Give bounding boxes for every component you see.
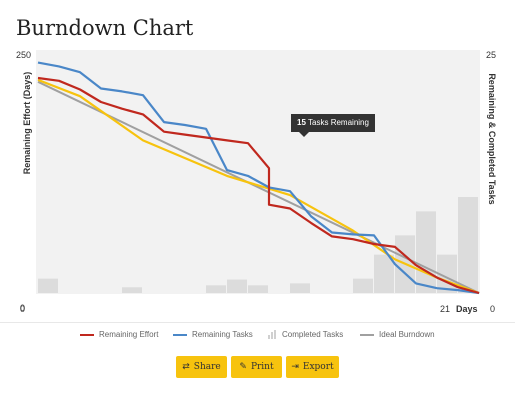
series-line-remaining-effort[interactable] <box>37 76 480 295</box>
export-label: Export <box>302 362 334 372</box>
tooltip: 15 Tasks Remaining <box>291 114 375 137</box>
legend: Remaining Effort Remaining Tasks Complet… <box>0 330 515 344</box>
swap-arrows-icon: ⇄ <box>182 362 190 372</box>
y-right-tick-top: 25 <box>486 50 497 60</box>
legend-completed-tasks[interactable]: Completed Tasks <box>268 330 343 339</box>
x-tick-end: 21 <box>440 304 451 314</box>
series-line-daily-effort[interactable] <box>37 78 480 295</box>
tooltip-value: 15 <box>297 118 306 127</box>
completed-tasks-bar-1 <box>122 287 142 293</box>
x-tick-start: 0 <box>20 303 25 313</box>
share-button[interactable]: ⇄ Share <box>176 356 227 378</box>
completed-tasks-bar-4 <box>248 285 268 293</box>
legend-label: Completed Tasks <box>282 330 344 339</box>
print-button[interactable]: ✎ Print <box>231 356 282 378</box>
completed-tasks-bar-3 <box>227 279 247 293</box>
completed-tasks-bar-11 <box>458 197 478 293</box>
legend-line-swatch-icon <box>173 333 187 336</box>
legend-label: Remaining Tasks <box>192 330 253 339</box>
legend-line-swatch-icon <box>360 333 374 336</box>
completed-tasks-bar-5 <box>290 283 310 293</box>
legend-label: Remaining Effort <box>99 330 159 339</box>
legend-line-swatch-icon <box>80 333 94 336</box>
legend-remaining-tasks[interactable]: Remaining Tasks <box>173 330 253 339</box>
export-button[interactable]: ⇥ Export <box>286 356 339 378</box>
x-axis-title: Days <box>456 304 478 314</box>
chart-lines: 0 <box>20 61 480 313</box>
legend-remaining-effort[interactable]: Remaining Effort <box>80 330 158 339</box>
completed-tasks-bar-9 <box>416 211 436 293</box>
pencil-icon: ✎ <box>239 362 247 372</box>
legend-divider <box>0 322 515 323</box>
completed-tasks-bar-6 <box>353 278 373 293</box>
legend-label: Ideal Burndown <box>379 330 435 339</box>
print-label: Print <box>250 362 274 372</box>
completed-tasks-bar-2 <box>206 285 226 293</box>
completed-tasks-bar-7 <box>374 254 394 293</box>
series-line-remaining-tasks[interactable] <box>37 61 480 295</box>
share-label: Share <box>193 362 221 372</box>
completed-tasks-bar-0 <box>38 278 58 293</box>
export-icon: ⇥ <box>291 362 299 372</box>
y-left-tick-top: 250 <box>16 50 32 60</box>
legend-ideal-burndown[interactable]: Ideal Burndown <box>360 330 435 339</box>
legend-bar-swatch-icon <box>268 330 277 339</box>
chart-title: Burndown Chart <box>16 16 194 40</box>
y-right-tick-bottom: 0 <box>490 304 496 314</box>
tooltip-text: Tasks Remaining <box>308 118 369 127</box>
action-buttons: ⇄ Share ✎ Print ⇥ Export <box>0 356 515 378</box>
y-left-tick-bottom: 0 <box>20 304 26 314</box>
